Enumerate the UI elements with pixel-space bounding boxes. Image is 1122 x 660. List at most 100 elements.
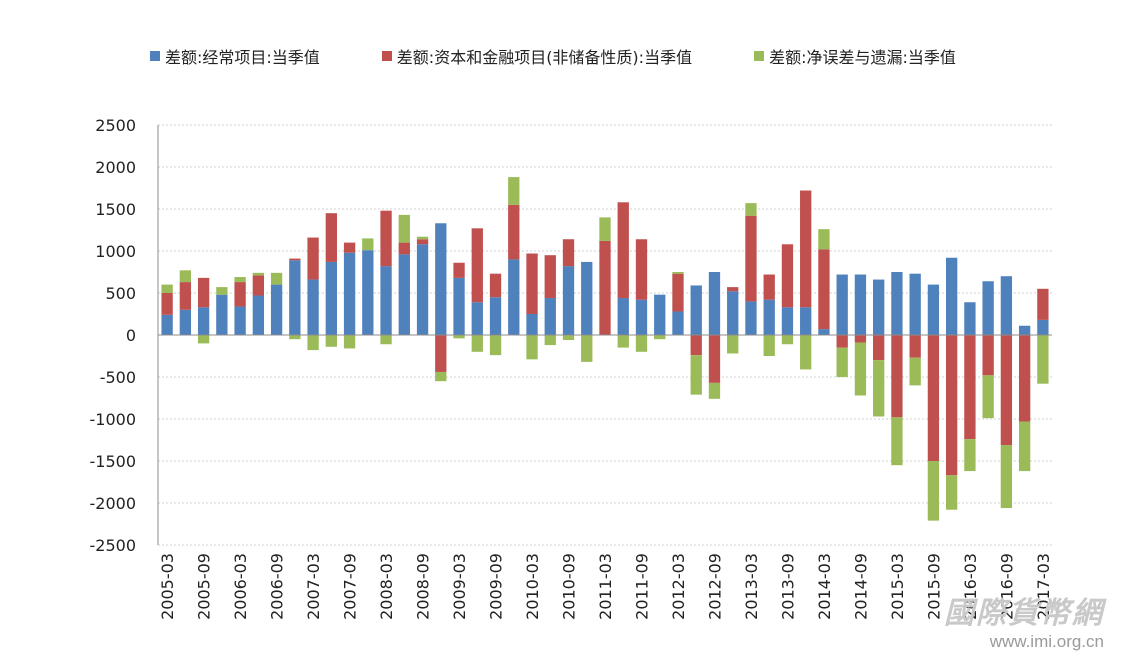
bar-errors-omissions [873,360,885,417]
bar-current-account [1018,325,1031,335]
x-tick-label: 2009-09 [487,553,506,620]
bar-errors-omissions [380,335,392,345]
legend-swatch-errors-omissions [754,51,765,61]
bar-errors-omissions [1018,421,1031,472]
x-tick-label: 2012-03 [669,553,688,620]
bar-current-account [745,301,757,335]
legend-label-capital-financial: 差额:资本和金融项目(非储备性质):当季值 [396,48,693,67]
bar-errors-omissions [416,236,429,240]
bar-errors-omissions [362,238,374,251]
bar-errors-omissions [453,335,465,339]
bar-errors-omissions [1037,335,1049,384]
bar-current-account [836,274,848,335]
bar-capital-financial [489,273,502,298]
x-tick-label: 2008-09 [414,553,433,620]
y-tick-label: 1500 [95,200,136,219]
x-tick-label: 2011-09 [632,553,651,620]
bar-errors-omissions [1000,445,1013,509]
bar-capital-financial [380,210,392,267]
bar-current-account [197,307,210,335]
x-tick-label: 2014-09 [851,553,870,620]
x-tick-label: 2005-09 [195,553,214,620]
legend-swatch-current-account [150,51,160,61]
x-tick-label: 2017-03 [1034,553,1053,620]
bar-capital-financial [179,282,192,310]
bar-current-account [270,284,283,335]
bar-current-account [234,306,246,335]
bar-current-account [781,307,794,335]
y-tick-label: -1500 [90,452,137,471]
x-tick-label: 2006-03 [231,553,250,620]
bar-capital-financial [708,335,721,383]
bar-errors-omissions [945,475,958,510]
bar-errors-omissions [964,439,976,472]
y-tick-label: -2500 [90,536,137,555]
bar-current-account [617,298,629,335]
bar-current-account [325,261,337,335]
bar-capital-financial [745,215,757,302]
bar-current-account [672,311,684,335]
bar-errors-omissions [909,357,921,386]
bar-errors-omissions [654,335,666,340]
x-tick-label: 2011-03 [596,553,615,620]
x-tick-label: 2005-03 [158,553,177,620]
bar-errors-omissions [216,287,228,295]
y-tick-label: 1000 [95,242,136,261]
bar-current-account [927,284,940,335]
bar-errors-omissions [690,355,702,395]
bar-capital-financial [1018,335,1031,422]
legend-swatch-capital-financial [381,51,392,61]
bar-current-account [581,261,593,335]
x-tick-label: 2007-09 [341,553,360,620]
bar-errors-omissions [635,335,648,352]
bar-current-account [964,302,976,335]
watermark: 國際貨幣網 www.imi.org.cn [944,588,1104,652]
bar-capital-financial [672,273,684,312]
bar-errors-omissions [544,335,556,346]
bar-capital-financial [873,335,885,361]
bar-capital-financial [818,249,830,330]
bar-current-account [471,302,483,335]
bar-errors-omissions [617,335,629,348]
bar-errors-omissions [854,342,867,396]
bar-capital-financial [891,335,903,418]
bar-errors-omissions [818,229,830,250]
bar-current-account [453,277,465,335]
bar-errors-omissions [763,335,775,356]
bar-current-account [161,314,173,335]
bar-current-account [945,257,958,335]
bar-capital-financial [854,335,867,343]
bar-errors-omissions [325,335,337,347]
x-tick-label: 2012-09 [705,553,724,620]
bar-errors-omissions [270,272,283,285]
x-tick-label: 2013-03 [742,553,761,620]
x-tick-label: 2010-09 [560,553,579,620]
bar-capital-financial [289,258,301,261]
bar-capital-financial [471,228,483,303]
bar-capital-financial [398,242,410,255]
bar-capital-financial [343,242,356,253]
bar-capital-financial [508,204,520,260]
legend-label-errors-omissions: 差额:净误差与遗漏:当季值 [769,48,956,67]
bar-errors-omissions [234,277,246,283]
bar-capital-financial [617,202,629,299]
bar-errors-omissions [252,272,265,276]
bar-errors-omissions [526,335,538,360]
bar-capital-financial [435,335,447,372]
watermark-url: www.imi.org.cn [989,632,1104,651]
legend-label-current-account: 差额:经常项目:当季值 [165,48,320,67]
bar-errors-omissions [672,272,684,274]
bar-current-account [380,266,392,335]
bar-capital-financial [727,287,739,292]
bar-current-account [508,259,520,335]
bar-capital-financial [1000,335,1013,446]
bar-current-account [562,266,575,335]
bar-errors-omissions [708,382,721,399]
x-tick-label: 2008-03 [377,553,396,620]
x-tick-label: 2016-09 [997,553,1016,620]
bar-errors-omissions [982,375,994,419]
bar-current-account [252,295,265,335]
bar-capital-financial [544,255,556,299]
bar-current-account [818,329,830,335]
